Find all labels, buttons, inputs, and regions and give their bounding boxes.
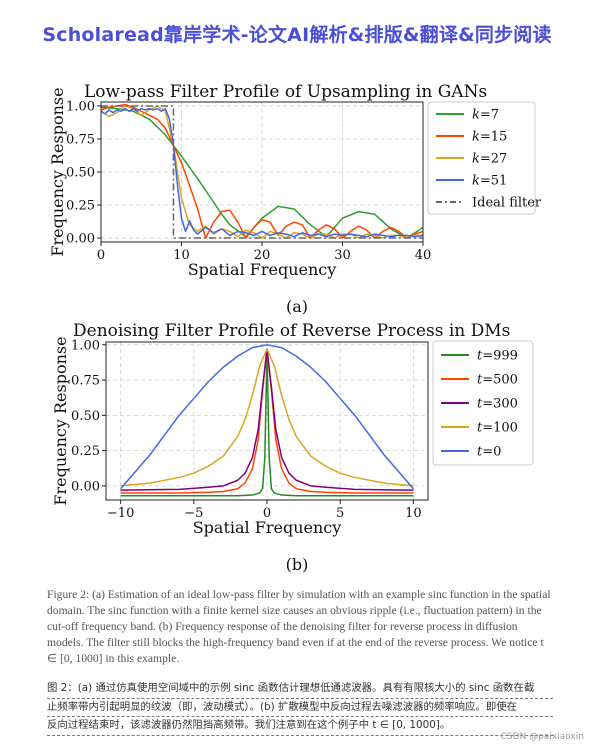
y-tick-label: 0.25	[66, 199, 95, 214]
subfigure-label-a: (a)	[285, 297, 309, 316]
chart-title: Low-pass Filter Profile of Upsampling in…	[84, 82, 487, 102]
legend-box	[432, 340, 534, 466]
legend-box	[427, 101, 536, 215]
legend-label: t=0	[477, 445, 501, 460]
y-axis-label: Frequency Response	[48, 87, 67, 256]
figure-caption-chinese: 图 2：(a) 通过仿真使用空间域中的示例 sinc 函数估计理想低通滤波器。具…	[47, 680, 553, 736]
y-tick-label: 0.75	[71, 374, 100, 389]
y-tick-label: 0.00	[66, 232, 95, 247]
x-tick-label: 5	[336, 506, 344, 521]
x-tick-label: −10	[107, 506, 134, 521]
legend-label: t=999	[477, 349, 518, 364]
csdn-watermark: CSDN @paixiaoxin	[500, 732, 584, 742]
x-tick-label: 20	[254, 248, 271, 263]
y-tick-label: 0.25	[71, 444, 100, 459]
y-tick-label: 1.00	[71, 338, 100, 353]
chart-title: Denoising Filter Profile of Reverse Proc…	[73, 322, 510, 341]
legend: k=7 k=15 k=27 k=51 Ideal filter	[427, 101, 542, 215]
series-line	[120, 351, 414, 497]
series-line	[101, 105, 423, 239]
series-line	[101, 107, 423, 238]
y-tick-label: 0.00	[71, 479, 100, 494]
legend-label: t=100	[477, 421, 518, 436]
legend-label: t=300	[477, 397, 518, 412]
legend-label: t=500	[477, 373, 518, 388]
caption-cn-line: 止频率带内引起明显的纹波（即，波动模式）。(b) 扩散模型中反向过程去噪滤波器的…	[47, 699, 553, 717]
x-tick-label: 0	[97, 248, 105, 263]
caption-cn-line: 反向过程结束时，该滤波器仍然阻挡高频带。我们注意到在这个例子中 t ∈ [0, …	[47, 717, 553, 736]
y-tick-label: 0.75	[66, 132, 95, 147]
legend-label: Ideal filter	[472, 196, 542, 211]
x-tick-label: 40	[415, 248, 432, 263]
x-axis-label: Spatial Frequency	[188, 260, 337, 279]
y-axis-label: Frequency Response	[51, 336, 70, 505]
legend-label: k=7	[472, 108, 499, 123]
subfigure-label-b: (b)	[285, 555, 309, 574]
x-tick-label: 0	[263, 506, 271, 521]
grid	[100, 102, 424, 242]
legend-label: k=27	[472, 152, 507, 167]
x-tick-label: 30	[334, 248, 351, 263]
figure-caption-english: Figure 2: (a) Estimation of an ideal low…	[47, 588, 551, 665]
denoising-filter-chart: Denoising Filter Profile of Reverse Proc…	[51, 322, 534, 537]
x-tick-label: 10	[405, 506, 422, 521]
caption-cn-line: 图 2：(a) 通过仿真使用空间域中的示例 sinc 函数估计理想低通滤波器。具…	[47, 680, 553, 699]
series-group	[101, 103, 423, 239]
series-line	[120, 344, 414, 490]
series-line	[101, 105, 423, 239]
x-axis-label: Spatial Frequency	[193, 518, 342, 537]
y-tick-label: 0.50	[71, 409, 100, 424]
y-tick-label: 1.00	[66, 99, 95, 114]
series-line	[120, 348, 414, 487]
scholaread-banner: Scholaread靠岸学术-论文AI解析&排版&翻译&同步阅读	[42, 24, 552, 46]
x-tick-label: −5	[184, 506, 203, 521]
x-tick-label: 10	[173, 248, 190, 263]
legend: t=999 t=500 t=300 t=100 t=0	[432, 340, 534, 466]
legend-label: k=51	[472, 174, 507, 189]
series-line	[101, 103, 423, 239]
y-tick-label: 0.50	[66, 166, 95, 181]
series-group	[120, 344, 414, 497]
lowpass-filter-chart: Low-pass Filter Profile of Upsampling in…	[48, 82, 542, 279]
legend-label: k=15	[472, 130, 507, 145]
